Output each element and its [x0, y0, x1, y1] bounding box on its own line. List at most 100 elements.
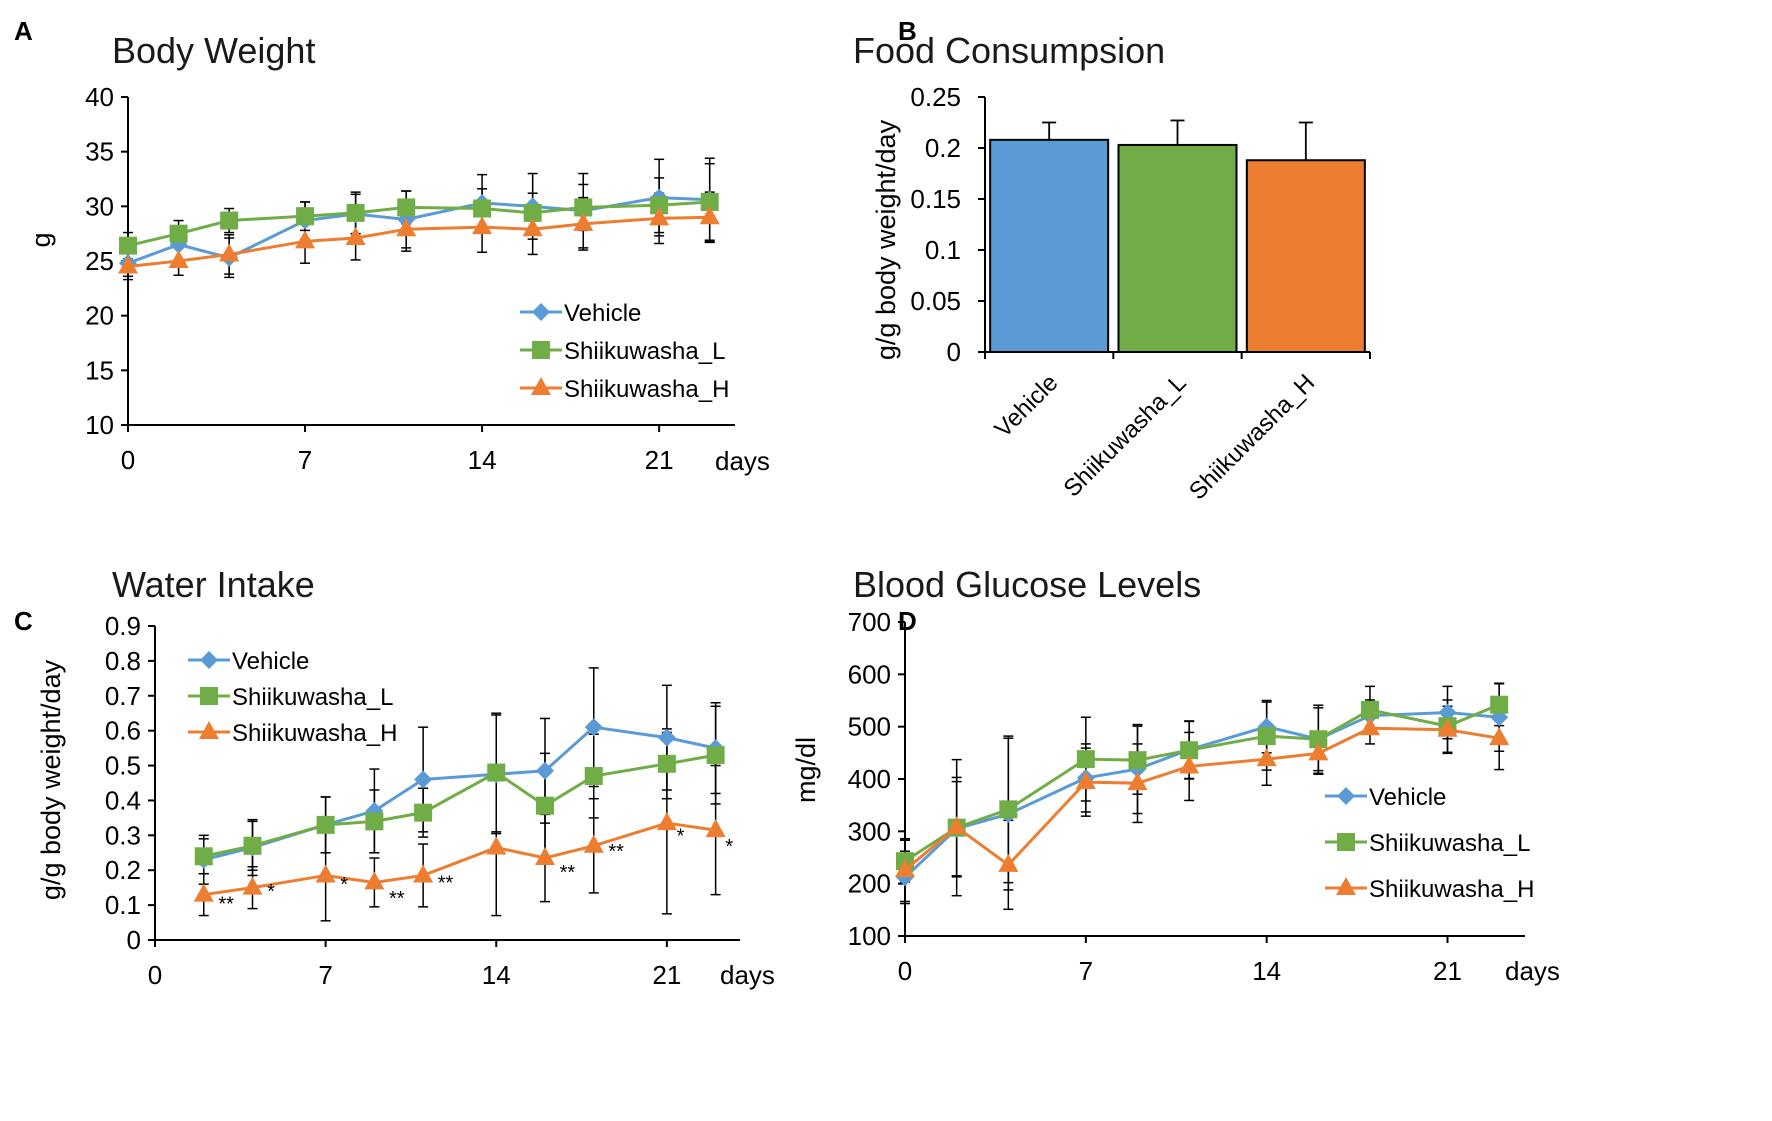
y-tick-label: 0.05 — [910, 286, 961, 316]
legend-marker-low — [1337, 833, 1355, 851]
data-point-high — [1256, 748, 1277, 767]
data-point-high — [413, 864, 434, 883]
data-point-high — [472, 216, 493, 235]
data-point-low — [194, 847, 213, 866]
data-point-high — [364, 871, 385, 890]
y-tick-label: 400 — [848, 764, 891, 794]
x-axis-title: days — [1505, 956, 1560, 986]
data-point-low — [397, 198, 416, 217]
y-tick-label: 35 — [85, 137, 114, 167]
data-point-high — [573, 212, 594, 231]
y-axis-title: g — [26, 232, 56, 247]
y-tick-label: 10 — [85, 410, 114, 440]
legend-marker-low — [200, 687, 218, 705]
legend-marker-high — [199, 721, 219, 739]
series-high — [193, 812, 726, 902]
y-tick-label: 0.25 — [910, 82, 961, 112]
data-point-high — [705, 819, 726, 838]
y-tick-label: 700 — [848, 607, 891, 637]
chart-title: Body Weight — [112, 30, 315, 71]
data-point-low — [1361, 700, 1379, 719]
data-point-low — [487, 763, 506, 782]
legend-marker-high — [531, 377, 551, 395]
data-point-high — [998, 853, 1019, 872]
water-intake-chart: Water Intake 0 0.1 0.2 0.3 0.4 0.5 0.6 0.7 0.8 0.9… — [36, 564, 775, 990]
data-point-low — [523, 203, 542, 222]
panel-letter-a: A — [14, 16, 33, 46]
legend-marker-vehicle — [200, 651, 218, 669]
y-tick-label: 200 — [848, 869, 891, 899]
y-tick-label: 40 — [85, 82, 114, 112]
chart-title: Blood Glucose Levels — [853, 564, 1201, 605]
data-point-high — [396, 218, 417, 237]
data-point-high — [946, 816, 967, 835]
x-tick-label: 7 — [1079, 956, 1093, 986]
series-high — [895, 717, 1510, 878]
data-point-low — [536, 796, 554, 815]
y-tick-label: 15 — [85, 355, 114, 385]
data-point-high — [345, 227, 366, 246]
legend: Vehicle Shiikuwasha_L Shiikuwasha_H — [188, 648, 397, 747]
data-point-low — [346, 203, 365, 222]
data-point-low — [316, 815, 335, 834]
y-tick-label: 0.5 — [105, 751, 141, 781]
data-point-high — [895, 859, 915, 878]
legend: Vehicle Shiikuwasha_L Shiikuwasha_H — [1325, 784, 1534, 903]
series-low — [119, 192, 719, 255]
data-point-low — [296, 207, 315, 226]
y-tick-label: 0.3 — [105, 820, 141, 850]
y-tick-label: 0 — [127, 925, 141, 955]
legend-marker-low — [532, 341, 550, 359]
data-point-low — [700, 192, 719, 211]
data-point-low — [220, 211, 239, 230]
data-point-low — [1076, 750, 1095, 769]
panel-letter-c: C — [14, 606, 33, 636]
series-low — [194, 746, 725, 866]
y-tick-label: 25 — [85, 246, 114, 276]
data-point-low — [414, 803, 433, 822]
legend: Vehicle Shiikuwasha_L Shiikuwasha_H — [520, 300, 729, 403]
data-point-high — [1075, 771, 1096, 790]
data-point-high — [1360, 717, 1380, 736]
x-axis-title: days — [715, 446, 770, 476]
bar-high — [1245, 159, 1366, 353]
data-point-high — [118, 255, 138, 274]
y-tick-label: 0.2 — [105, 855, 141, 885]
legend-marker-vehicle — [532, 303, 550, 321]
series-line-low — [127, 200, 710, 248]
y-tick-label: 0.4 — [105, 785, 141, 815]
bar-low — [1117, 143, 1238, 353]
significance-mark: * — [267, 881, 275, 903]
error-bars-low — [123, 162, 715, 260]
data-point-high — [1127, 772, 1148, 791]
data-point-low — [584, 767, 603, 786]
y-tick-label: 0 — [947, 337, 961, 367]
y-tick-label: 500 — [848, 712, 891, 742]
x-axis-title: days — [720, 960, 775, 990]
data-point-low — [706, 746, 725, 765]
legend-label-high: Shiikuwasha_H — [232, 720, 397, 747]
y-tick-label: 600 — [848, 659, 891, 689]
chart-title: Food Consumpsion — [853, 30, 1165, 71]
y-tick-label: 30 — [85, 191, 114, 221]
significance-mark: * — [340, 874, 348, 896]
x-tick-label: 21 — [645, 445, 674, 475]
x-tick-label: 0 — [148, 960, 162, 990]
category-label-vehicle: Vehicle — [990, 369, 1064, 443]
data-point-high — [295, 230, 316, 249]
data-point-low — [1128, 751, 1147, 770]
data-point-vehicle — [1438, 703, 1457, 722]
data-point-low — [365, 812, 384, 831]
data-point-high — [486, 836, 507, 855]
body-weight-chart: Body Weight 10 15 20 25 30 35 40 0 7 14 21 days g Vehi… — [26, 30, 770, 476]
y-tick-label: 100 — [848, 921, 891, 951]
data-point-low — [1490, 695, 1509, 714]
data-point-high — [168, 250, 189, 268]
data-point-high — [193, 883, 214, 902]
data-point-high — [583, 834, 604, 853]
data-point-high — [219, 243, 240, 262]
legend-marker-vehicle — [1337, 787, 1355, 805]
x-tick-label: 14 — [468, 445, 497, 475]
data-point-high — [656, 812, 677, 831]
significance-mark: ** — [560, 862, 576, 884]
